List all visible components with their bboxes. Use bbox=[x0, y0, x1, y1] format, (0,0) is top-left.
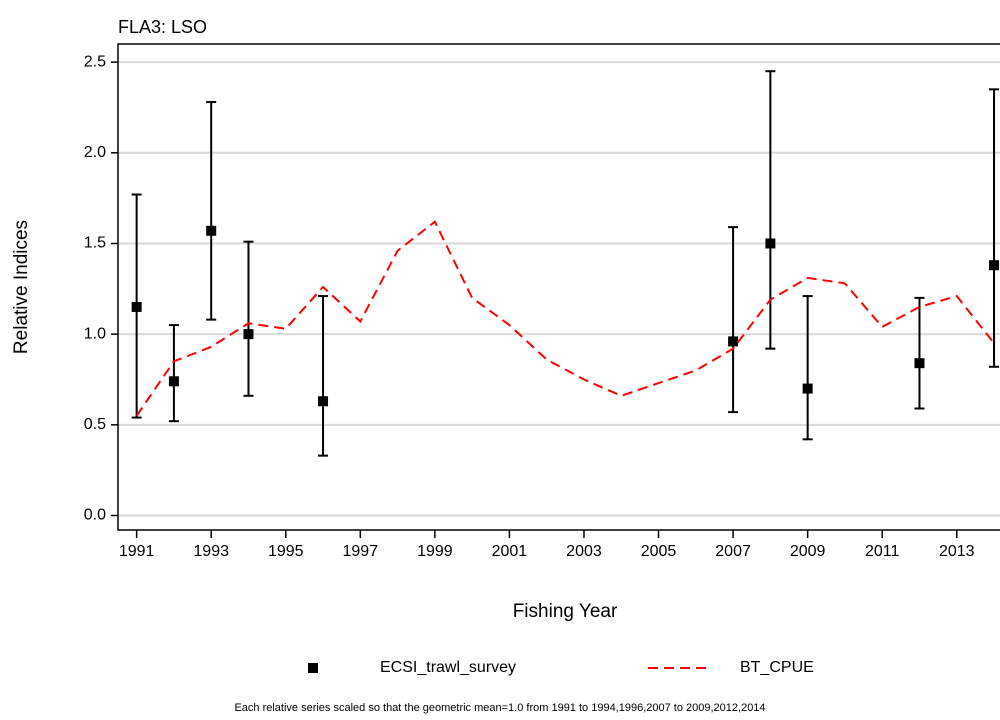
y-tick-label: 0.5 bbox=[84, 416, 106, 433]
plot-frame bbox=[117, 43, 1000, 531]
point bbox=[243, 329, 254, 340]
y-tick-label: 0.0 bbox=[84, 507, 106, 524]
y-tick-label: 1.0 bbox=[84, 325, 106, 342]
point bbox=[206, 225, 217, 236]
x-tick-label: 1997 bbox=[343, 543, 379, 560]
point bbox=[802, 383, 813, 394]
footnote: Each relative series scaled so that the … bbox=[234, 702, 765, 714]
x-tick-label: 2003 bbox=[566, 543, 602, 560]
x-tick-label: 2001 bbox=[492, 543, 528, 560]
y-tick-label: 2.5 bbox=[84, 53, 106, 70]
y-tick-label: 2.0 bbox=[84, 144, 106, 161]
x-tick-label: 1995 bbox=[268, 543, 304, 560]
x-tick-label: 1991 bbox=[119, 543, 155, 560]
point bbox=[989, 260, 1000, 271]
plot-area bbox=[131, 70, 1000, 457]
x-tick-label: 2011 bbox=[865, 543, 900, 560]
point bbox=[168, 376, 179, 387]
legend-label: ECSI_trawl_survey bbox=[380, 659, 516, 676]
point bbox=[318, 396, 329, 407]
y-axis-label: Relative Indices bbox=[11, 220, 32, 354]
legend-swatch bbox=[308, 663, 318, 673]
point bbox=[765, 238, 776, 249]
x-tick-label: 2007 bbox=[715, 543, 751, 560]
x-tick-label: 1999 bbox=[417, 543, 453, 560]
point bbox=[728, 336, 739, 347]
x-axis-label: Fishing Year bbox=[513, 601, 618, 622]
x-tick-label: 2005 bbox=[641, 543, 677, 560]
x-tick-label: 1993 bbox=[193, 543, 229, 560]
point bbox=[131, 301, 142, 312]
point bbox=[914, 358, 925, 369]
line-series bbox=[135, 220, 995, 417]
x-tick-label: 2013 bbox=[939, 543, 975, 560]
legend-label: BT_CPUE bbox=[740, 659, 814, 676]
chart-title: FLA3: LSO bbox=[118, 17, 207, 37]
y-tick-label: 1.5 bbox=[84, 235, 106, 252]
x-tick-label: 2009 bbox=[790, 543, 826, 560]
